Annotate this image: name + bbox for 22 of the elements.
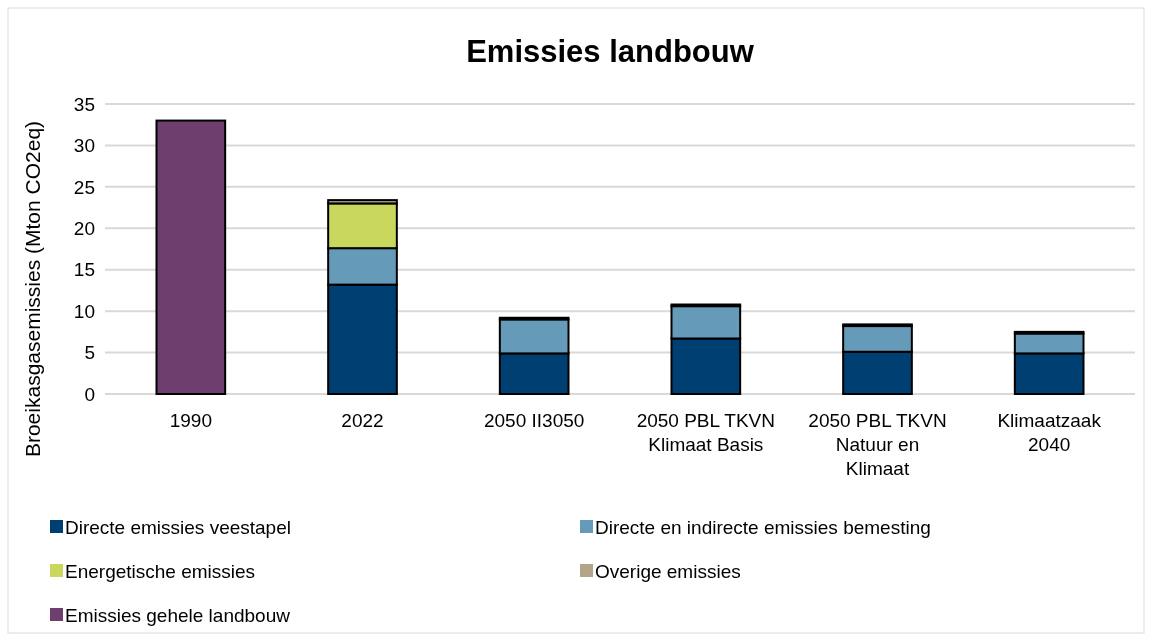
legend-label: Energetische emissies [65, 560, 256, 582]
x-tick-label: 2050 PBL TKVN Natuur en Klimaat [808, 410, 947, 479]
chart-title: Emissies landbouw [466, 34, 755, 69]
y-tick-label: 0 [84, 383, 95, 405]
legend-label: Emissies gehele landbouw [65, 604, 291, 626]
legend-label: Directe emissies veestapel [65, 516, 291, 538]
y-tick-label: 30 [73, 135, 95, 157]
x-tick-label: 2050 II3050 [483, 410, 585, 431]
y-tick-label: 25 [73, 176, 95, 198]
legend-label: Overige emissies [595, 560, 741, 582]
x-tick-label: 2022 [341, 410, 384, 431]
bar [155, 119, 227, 395]
y-axis-title: Broeikasgasemissies (Mton CO2eq) [21, 120, 44, 458]
x-tick-label: Klimaatzaak 2040 [997, 410, 1102, 455]
y-tick-label: 20 [73, 217, 95, 239]
y-tick-label: 5 [84, 342, 95, 364]
y-tick-label: 10 [73, 300, 95, 322]
y-tick-label: 15 [73, 259, 95, 281]
x-tick-label: 1990 [169, 410, 212, 431]
y-tick-label: 35 [73, 93, 95, 115]
x-tick-label: 2050 PBL TKVN Klimaat Basis [636, 410, 776, 455]
legend-label: Directe en indirecte emissies bemesting [595, 516, 931, 538]
